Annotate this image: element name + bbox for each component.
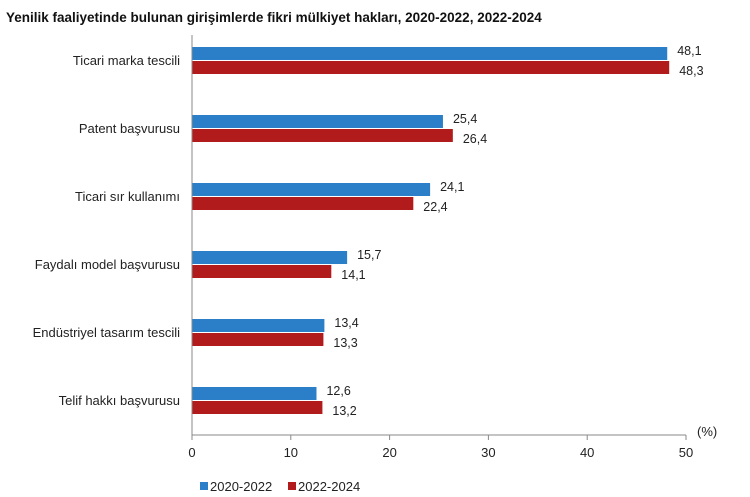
chart-title: Yenilik faaliyetinde bulunan girişimlerd…	[6, 10, 542, 25]
data-label: 22,4	[423, 200, 447, 214]
data-label: 25,4	[453, 112, 477, 126]
bar-2022-2024	[192, 265, 332, 278]
data-label: 14,1	[341, 268, 365, 282]
data-label: 24,1	[440, 180, 464, 194]
bar-2022-2024	[192, 197, 414, 210]
x-tick-label: 40	[580, 445, 594, 460]
data-label: 13,3	[333, 336, 357, 350]
bar-2020-2022	[192, 47, 668, 60]
bar-2020-2022	[192, 183, 431, 196]
bar-2020-2022	[192, 319, 325, 332]
bar-2020-2022	[192, 251, 348, 264]
data-label: 15,7	[357, 248, 381, 262]
legend: 2020-2022 2022-2024	[200, 479, 360, 494]
bar-2022-2024	[192, 401, 323, 414]
data-label: 12,6	[326, 384, 350, 398]
category-label: Telif hakkı başvurusu	[59, 393, 180, 408]
bar-2022-2024	[192, 61, 670, 74]
x-tick-label: 0	[188, 445, 195, 460]
legend-label: 2020-2022	[210, 479, 272, 494]
legend-swatch	[200, 482, 208, 490]
bar-2022-2024	[192, 129, 453, 142]
x-tick-label: 30	[481, 445, 495, 460]
unit-label: (%)	[697, 424, 717, 439]
category-label: Ticari marka tescili	[73, 53, 180, 68]
bar-2020-2022	[192, 115, 443, 128]
data-label: 48,1	[677, 44, 701, 58]
x-tick-label: 20	[382, 445, 396, 460]
bar-2020-2022	[192, 387, 317, 400]
data-label: 26,4	[463, 132, 487, 146]
legend-label: 2022-2024	[298, 479, 360, 494]
data-label: 13,2	[332, 404, 356, 418]
data-label: 48,3	[679, 64, 703, 78]
category-label: Ticari sır kullanımı	[75, 189, 180, 204]
data-label: 13,4	[334, 316, 358, 330]
bar-2022-2024	[192, 333, 324, 346]
category-label: Endüstriyel tasarım tescili	[33, 325, 180, 340]
category-label: Faydalı model başvurusu	[35, 257, 180, 272]
x-tick-label: 50	[679, 445, 693, 460]
category-label: Patent başvurusu	[79, 121, 180, 136]
x-tick-label: 10	[284, 445, 298, 460]
legend-swatch	[288, 482, 296, 490]
